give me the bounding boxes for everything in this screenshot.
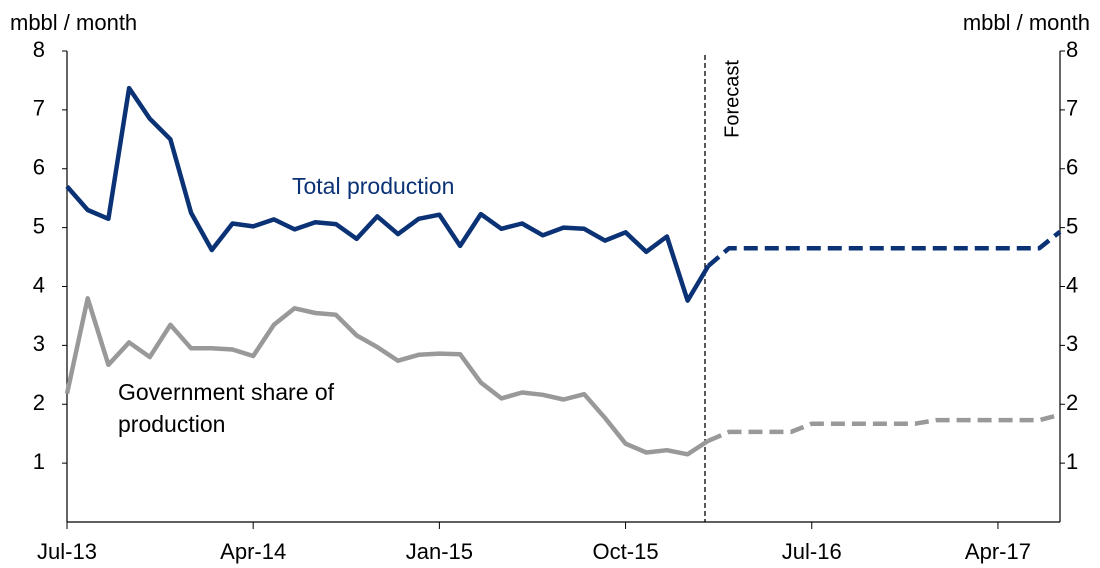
- x-tick-label: Jul-13: [37, 539, 97, 564]
- y-tick-label: 2: [33, 390, 45, 415]
- x-tick-label: Apr-14: [220, 539, 286, 564]
- series-line: [706, 229, 1062, 268]
- y-tick-label: 7: [33, 96, 45, 121]
- x-tick-label: Oct-15: [593, 539, 659, 564]
- y2-tick-label: 2: [1066, 390, 1078, 415]
- series-line: [707, 412, 1061, 443]
- y2-axis-label: mbbl / month: [963, 10, 1090, 35]
- x-tick-label: Jan-15: [406, 539, 473, 564]
- y-tick-label: 3: [33, 331, 45, 356]
- y-axis-label: mbbl / month: [10, 10, 137, 35]
- forecast-label: Forecast: [721, 60, 743, 138]
- y2-tick-label: 1: [1066, 449, 1078, 474]
- y2-tick-label: 5: [1066, 213, 1078, 238]
- y-tick-label: 4: [33, 272, 45, 297]
- y-tick-label: 6: [33, 155, 45, 180]
- x-tick-label: Jul-16: [782, 539, 842, 564]
- y2-tick-label: 3: [1066, 331, 1078, 356]
- y-tick-label: 1: [33, 449, 45, 474]
- y-tick-label: 5: [33, 213, 45, 238]
- y-tick-label: 8: [33, 37, 45, 62]
- y2-tick-label: 7: [1066, 96, 1078, 121]
- y2-tick-label: 6: [1066, 155, 1078, 180]
- government-label: Government share of production: [118, 379, 335, 437]
- y2-tick-label: 4: [1066, 272, 1078, 297]
- x-tick-label: Apr-17: [965, 539, 1031, 564]
- series-line: [64, 296, 710, 457]
- total-label: Total production: [292, 173, 455, 199]
- series-line: [65, 85, 711, 303]
- y2-tick-label: 8: [1066, 37, 1078, 62]
